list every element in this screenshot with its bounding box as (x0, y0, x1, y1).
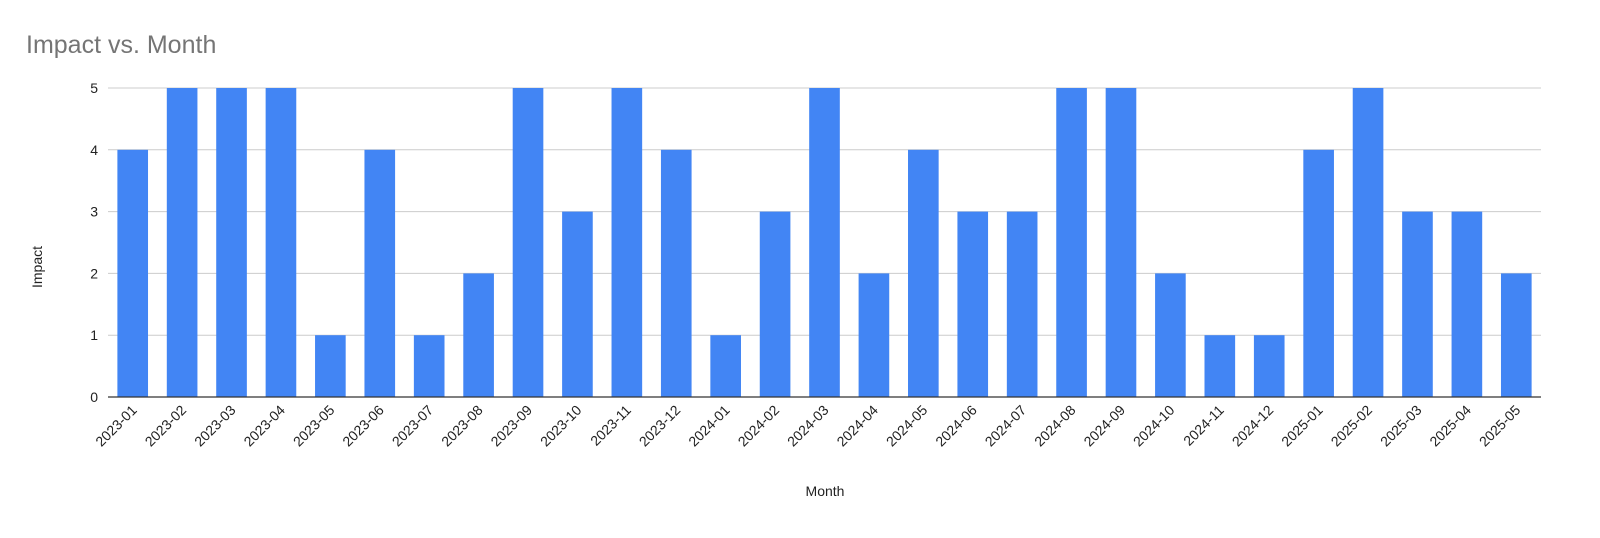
x-tick-label: 2023-03 (191, 402, 239, 450)
bar (413, 335, 445, 397)
bar (908, 149, 939, 397)
x-tick-label: 2023-06 (339, 402, 387, 450)
y-tick-label: 0 (90, 389, 98, 405)
bar (858, 273, 890, 397)
y-tick-label: 3 (90, 204, 98, 220)
x-tick-label: 2024-02 (735, 402, 783, 450)
x-tick-label: 2024-12 (1229, 402, 1277, 450)
bar (1006, 211, 1038, 397)
x-tick-label: 2025-05 (1476, 402, 1524, 450)
x-tick-label: 2023-09 (487, 402, 535, 450)
y-tick-label: 4 (90, 142, 98, 158)
bar (166, 88, 198, 397)
x-tick-label: 2023-11 (587, 402, 634, 449)
bar (1451, 211, 1483, 397)
x-axis-label: Month (806, 483, 845, 499)
bar (364, 149, 396, 397)
bar (957, 211, 989, 397)
bar (463, 273, 494, 397)
x-tick-label: 2023-05 (290, 402, 338, 450)
x-tick-label: 2025-04 (1426, 402, 1474, 450)
chart-title: Impact vs. Month (26, 31, 216, 59)
x-tick-label: 2024-05 (883, 402, 931, 450)
x-tick-label: 2023-02 (142, 402, 190, 450)
x-tick-label: 2024-07 (982, 402, 1030, 450)
x-tick-label: 2025-01 (1278, 402, 1326, 450)
x-tick-label: 2023-10 (537, 402, 585, 450)
x-tick-label: 2024-06 (932, 402, 980, 450)
bar (315, 335, 346, 397)
bar (1204, 335, 1236, 397)
x-tick-label: 2024-03 (784, 402, 832, 450)
bar (660, 149, 692, 397)
x-tick-label: 2024-10 (1130, 402, 1178, 450)
x-tick-label: 2024-01 (685, 402, 733, 450)
bar (265, 88, 297, 397)
bar (117, 149, 149, 397)
bar (1253, 335, 1285, 397)
bar (1303, 149, 1334, 397)
y-tick-label: 1 (90, 327, 98, 343)
bar (1155, 273, 1186, 397)
x-tick-label: 2024-11 (1180, 402, 1227, 449)
bar (1105, 88, 1137, 397)
bar (759, 211, 791, 397)
bar (1352, 88, 1384, 397)
x-tick-label: 2023-07 (389, 402, 437, 450)
x-tick-label: 2025-02 (1328, 402, 1376, 450)
y-tick-label: 2 (90, 265, 98, 281)
x-tick-label: 2024-09 (1080, 402, 1128, 450)
bar (611, 88, 643, 397)
bar (809, 88, 840, 397)
x-tick-label: 2023-04 (240, 402, 288, 450)
x-tick-label: 2024-08 (1031, 402, 1079, 450)
bar (1056, 88, 1087, 397)
bar (1402, 211, 1433, 397)
bar (562, 211, 593, 397)
y-tick-label: 5 (90, 80, 98, 96)
x-tick-label: 2023-01 (92, 402, 140, 450)
x-tick-label: 2025-03 (1377, 402, 1425, 450)
y-axis-label: Impact (29, 246, 45, 288)
bar (512, 88, 544, 397)
x-tick-label: 2023-12 (636, 402, 684, 450)
bar (216, 88, 247, 397)
x-tick-label: 2024-04 (833, 402, 881, 450)
x-tick-label: 2023-08 (438, 402, 486, 450)
bar (710, 335, 741, 397)
bar (1500, 273, 1532, 397)
